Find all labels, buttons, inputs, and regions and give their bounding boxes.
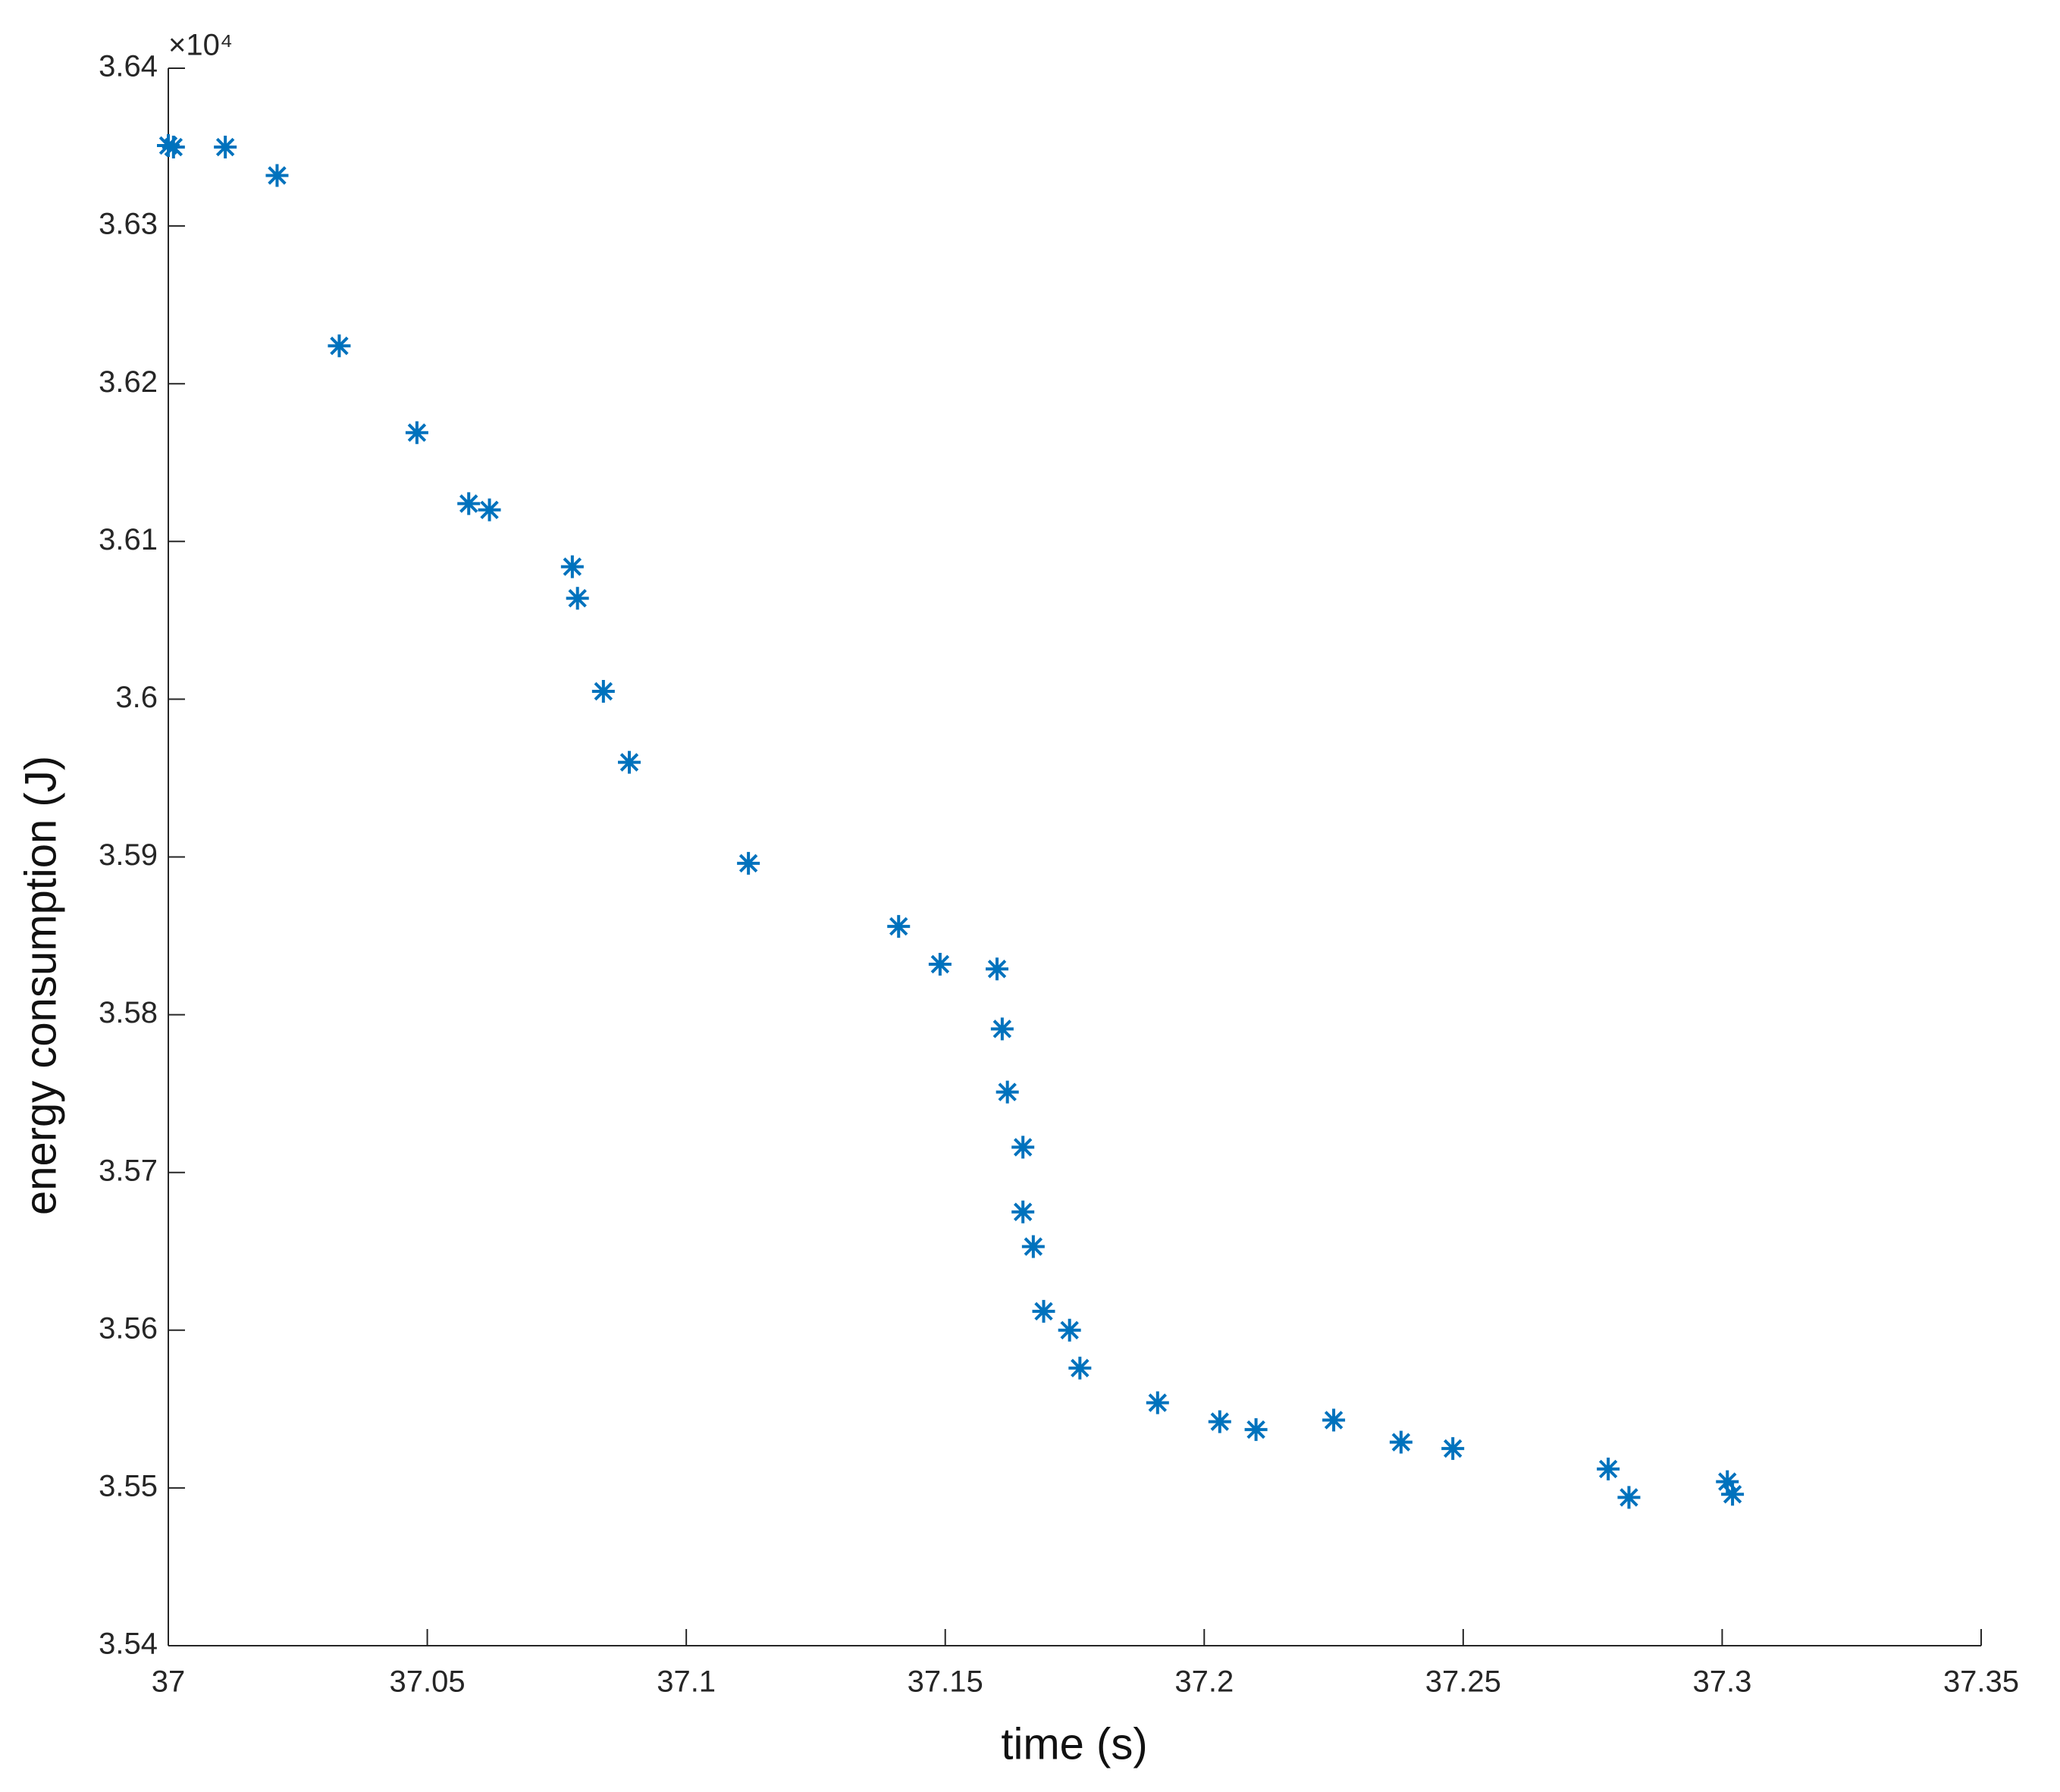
marker xyxy=(214,136,237,159)
x-tick-label: 37.05 xyxy=(390,1665,466,1699)
marker xyxy=(328,334,351,358)
y-tick-label: 3.61 xyxy=(99,523,158,556)
marker xyxy=(617,750,641,774)
marker xyxy=(928,953,952,976)
marker xyxy=(996,1080,1019,1104)
x-tick-label: 37.2 xyxy=(1174,1665,1234,1699)
marker xyxy=(737,851,760,875)
marker xyxy=(1068,1356,1092,1380)
marker xyxy=(560,555,584,578)
x-tick-label: 37.1 xyxy=(657,1665,716,1699)
marker xyxy=(1322,1408,1346,1432)
marker xyxy=(1058,1318,1081,1342)
x-tick-label: 37.3 xyxy=(1692,1665,1751,1699)
marker xyxy=(1441,1436,1465,1460)
marker xyxy=(1011,1136,1035,1159)
marker xyxy=(1721,1483,1745,1506)
marker xyxy=(1011,1200,1035,1223)
y-tick-label: 3.54 xyxy=(99,1628,158,1661)
marker xyxy=(457,492,481,515)
x-tick-label: 37.15 xyxy=(908,1665,983,1699)
y-tick-label: 3.55 xyxy=(99,1469,158,1502)
marker xyxy=(265,164,289,187)
marker xyxy=(591,679,615,703)
y-axis-label: energy consumption (J) xyxy=(16,756,65,1215)
marker xyxy=(1021,1235,1045,1258)
y-tick-label: 3.62 xyxy=(99,365,158,399)
y-tick-label: 3.57 xyxy=(99,1154,158,1187)
x-axis-label: time (s) xyxy=(1001,1719,1147,1769)
marker xyxy=(566,587,589,610)
marker xyxy=(887,915,911,938)
marker xyxy=(1716,1470,1739,1493)
y-tick-label: 3.58 xyxy=(99,996,158,1029)
marker xyxy=(161,136,185,159)
x-tick-label: 37.25 xyxy=(1425,1665,1501,1699)
marker xyxy=(157,133,180,157)
marker xyxy=(1146,1391,1169,1414)
marker xyxy=(1032,1299,1055,1323)
marker xyxy=(1597,1457,1620,1480)
marker xyxy=(405,421,428,444)
marker xyxy=(986,957,1009,981)
marker xyxy=(990,1017,1014,1041)
marker xyxy=(1208,1410,1231,1433)
y-tick-label: 3.64 xyxy=(99,50,158,83)
marker xyxy=(1244,1418,1268,1441)
y-tick-label: 3.63 xyxy=(99,208,158,241)
y-tick-label: 3.6 xyxy=(115,681,158,714)
marker xyxy=(1617,1486,1641,1509)
y-tick-label: 3.56 xyxy=(99,1311,158,1345)
marker xyxy=(478,498,501,522)
x-tick-label: 37 xyxy=(152,1665,186,1699)
y-tick-label: 3.59 xyxy=(99,838,158,872)
y-exponent: ×10⁴ xyxy=(168,29,233,62)
marker xyxy=(1389,1430,1413,1454)
x-tick-label: 37.35 xyxy=(1943,1665,2019,1699)
